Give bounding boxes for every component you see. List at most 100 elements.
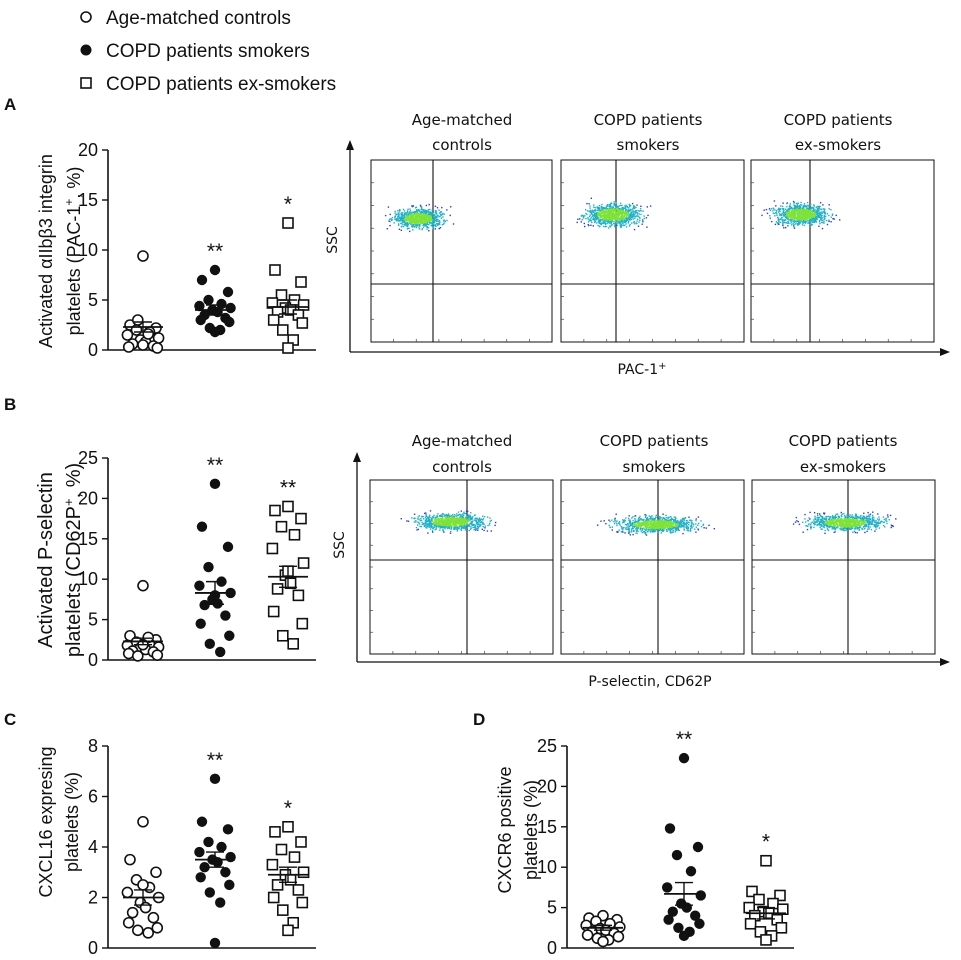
- flow-event: [440, 520, 442, 523]
- flow-event: [592, 225, 594, 227]
- data-point-controls: [121, 886, 134, 899]
- flow-event: [594, 207, 596, 209]
- flow-event: [639, 515, 641, 518]
- flow-event: [790, 213, 792, 215]
- y-tick-label: 10: [78, 240, 98, 260]
- flow-event: [400, 222, 402, 225]
- flow-event: [601, 211, 604, 213]
- flow-event: [779, 210, 781, 212]
- flow-event: [425, 524, 427, 526]
- flow-event: [791, 214, 794, 216]
- flow-event: [629, 520, 632, 523]
- flow-event: [415, 219, 418, 221]
- flow-event: [483, 523, 485, 525]
- flow-event: [442, 223, 445, 225]
- flow-event: [810, 222, 812, 224]
- flow-event: [608, 205, 610, 208]
- data-point-smokers: [196, 521, 208, 532]
- flow-event: [823, 220, 825, 223]
- flow-event: [595, 217, 598, 219]
- y-tick-label: 0: [88, 938, 98, 958]
- flow-event: [637, 522, 639, 524]
- flow-event: [613, 217, 615, 219]
- flow-event: [423, 223, 426, 225]
- flow-event: [801, 213, 804, 215]
- flow-event: [413, 521, 416, 523]
- flow-event: [402, 223, 404, 226]
- flow-event: [792, 215, 795, 217]
- flow-event: [429, 208, 431, 211]
- flow-event: [424, 519, 427, 522]
- flow-event: [403, 219, 405, 221]
- flow-b-title-2-line1: COPD patients: [600, 432, 709, 450]
- data-point-smokers: [222, 541, 234, 553]
- flow-event: [616, 520, 618, 522]
- flow-event: [466, 516, 468, 518]
- flow-event: [422, 216, 424, 218]
- flow-event: [671, 528, 673, 530]
- flow-event: [459, 523, 461, 525]
- flow-event: [655, 527, 657, 529]
- flow-event: [594, 221, 597, 223]
- flow-event: [441, 515, 443, 517]
- flow-event: [471, 517, 473, 519]
- flow-event: [448, 513, 450, 515]
- flow-event: [452, 516, 454, 518]
- flow-event: [441, 527, 444, 529]
- flow-event: [640, 524, 642, 527]
- flow-event: [650, 518, 652, 520]
- flow-event: [677, 521, 680, 523]
- flow-event: [406, 212, 408, 215]
- flow-event: [465, 510, 468, 512]
- flow-event: [439, 227, 442, 229]
- flow-event: [421, 521, 423, 524]
- flow-event: [650, 524, 652, 527]
- flow-event: [652, 520, 655, 523]
- flow-event: [814, 518, 817, 521]
- flow-event: [484, 527, 486, 529]
- flow-event: [652, 522, 654, 525]
- flow-event: [426, 521, 428, 523]
- data-point-ex-smokers: [282, 342, 294, 354]
- flow-event: [455, 519, 457, 521]
- flow-event: [427, 532, 429, 534]
- flow-event: [638, 520, 640, 522]
- flow-event: [431, 522, 433, 524]
- flow-event: [432, 218, 434, 220]
- data-point-smokers: [194, 580, 205, 591]
- flow-event: [809, 223, 812, 225]
- flow-event: [422, 523, 424, 525]
- flow-event: [818, 212, 820, 215]
- flow-event: [639, 525, 642, 527]
- flow-event: [606, 204, 609, 206]
- flow-event: [405, 223, 408, 225]
- flow-event: [770, 208, 773, 210]
- flow-event: [466, 524, 469, 526]
- flow-event: [411, 222, 413, 225]
- flow-event: [775, 210, 778, 212]
- flow-event: [425, 527, 428, 529]
- flow-event: [616, 210, 618, 213]
- flow-event: [424, 215, 426, 218]
- flow-event: [428, 216, 431, 219]
- flow-event: [448, 520, 450, 523]
- flow-event: [683, 528, 685, 530]
- flow-event: [802, 214, 804, 216]
- flow-event: [801, 209, 804, 211]
- flow-event: [819, 219, 821, 222]
- flow-event: [406, 228, 409, 230]
- flow-event: [412, 215, 415, 217]
- flow-event: [460, 513, 462, 516]
- flow-event: [422, 210, 425, 212]
- flow-event: [597, 214, 600, 216]
- flow-event: [598, 210, 600, 212]
- flow-event: [622, 222, 624, 225]
- flow-event: [434, 217, 437, 219]
- flow-event: [621, 221, 623, 224]
- flow-event: [620, 204, 622, 207]
- flow-event: [442, 529, 444, 531]
- flow-event: [419, 520, 421, 522]
- flow-event: [801, 214, 804, 217]
- flow-event: [446, 219, 448, 222]
- flow-event: [798, 211, 800, 213]
